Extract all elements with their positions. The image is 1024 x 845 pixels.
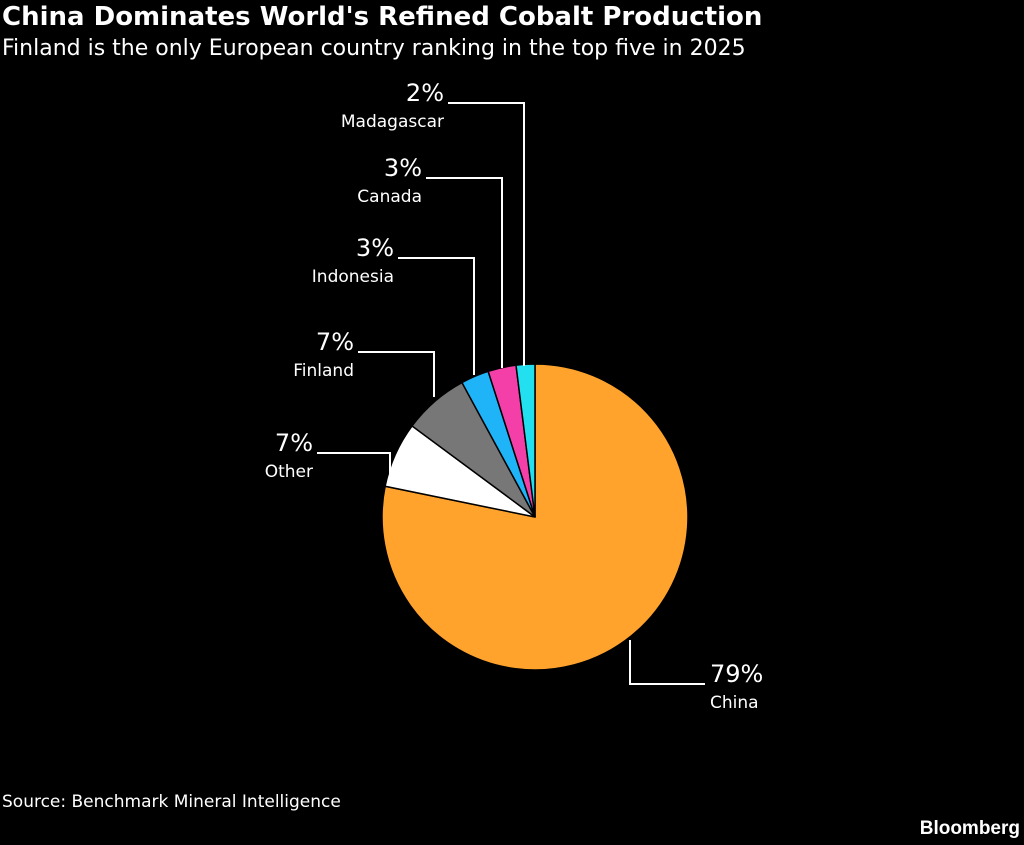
leader-line-canada [426,177,503,368]
category-label-china: China [710,693,759,713]
category-label-finland: Finland [293,361,354,381]
pct-label-finland: 7% [316,328,354,356]
category-label-canada: Canada [357,187,422,207]
leader-line-madagascar [448,102,525,366]
category-label-other: Other [265,462,313,482]
pct-label-madagascar: 2% [406,79,444,107]
leader-line-finland [358,351,435,397]
chart-title: China Dominates World's Refined Cobalt P… [2,2,763,32]
leader-line-other [317,452,391,478]
pie-slice-madagascar [515,363,536,518]
leader-line-indonesia [398,257,475,375]
pct-label-indonesia: 3% [356,234,394,262]
pie-leader-lines [317,102,705,685]
pie-slices [381,363,689,671]
pct-label-other: 7% [275,429,313,457]
pct-label-canada: 3% [384,154,422,182]
source-note: Source: Benchmark Mineral Intelligence [2,792,341,812]
leader-line-china [629,640,705,685]
category-label-indonesia: Indonesia [312,267,394,287]
pie-slice-china [381,363,689,671]
chart-subtitle: Finland is the only European country ran… [2,36,746,61]
bloomberg-logo: Bloomberg [919,818,1020,839]
pct-label-china: 79% [710,660,763,688]
pie-labels: 79% China 7% Other 7% Finland 3% Indonesia 3% Can… [265,79,764,713]
category-label-madagascar: Madagascar [341,112,444,132]
